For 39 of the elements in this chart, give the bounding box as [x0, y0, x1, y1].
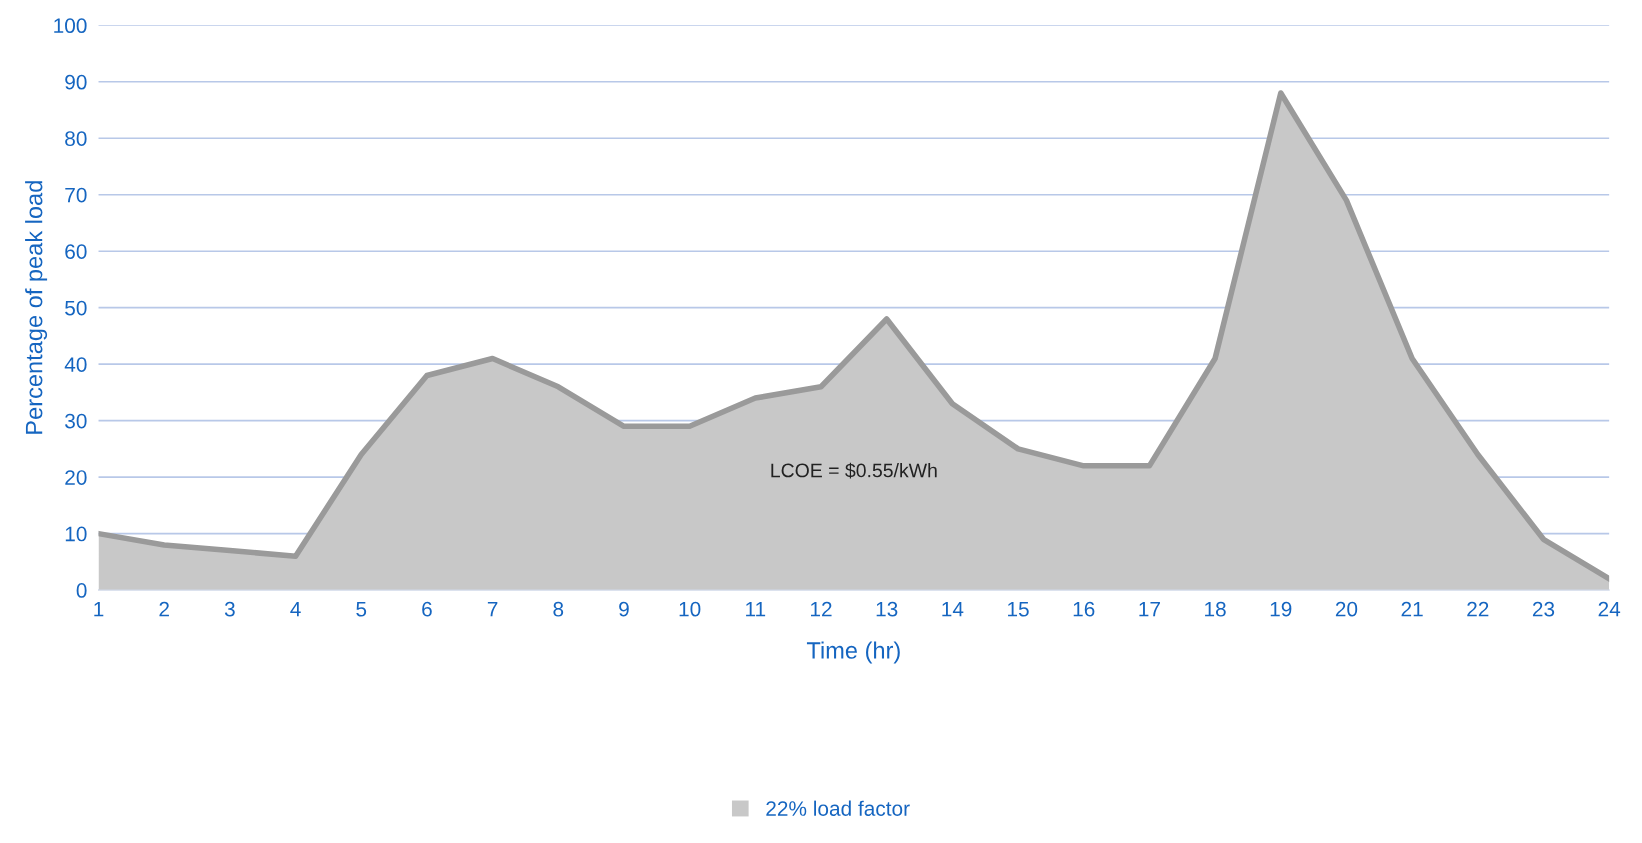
x-tick-label: 4	[290, 601, 301, 617]
y-tick-label: 100	[54, 18, 87, 34]
x-tick-label: 16	[1073, 601, 1095, 617]
y-tick-label: 80	[65, 131, 87, 147]
y-tick-label: 10	[65, 526, 87, 542]
y-tick-label: 70	[65, 187, 87, 203]
x-tick-label: 24	[1598, 601, 1621, 617]
x-tick-label: 13	[876, 601, 898, 617]
y-tick-label: 90	[65, 74, 87, 90]
y-tick-label: 60	[65, 244, 87, 259]
x-tick-label: 21	[1401, 601, 1423, 617]
x-tick-label: 12	[811, 601, 832, 617]
y-tick-label: 40	[64, 357, 87, 372]
x-tick-label: 20	[1335, 601, 1358, 617]
x-tick-label: 17	[1139, 601, 1160, 617]
x-tick-label: 22	[1467, 601, 1489, 617]
x-tick-label: 19	[1270, 601, 1292, 617]
x-tick-label: 2	[159, 601, 169, 617]
x-tick-label: 15	[1008, 601, 1029, 617]
legend-label: 22% load factor	[766, 800, 910, 816]
x-tick-label: 6	[422, 601, 432, 617]
x-tick-label: 23	[1532, 601, 1555, 617]
x-tick-label: 7	[487, 601, 498, 617]
x-tick-label: 18	[1205, 601, 1226, 617]
x-axis-title: Time (hr)	[806, 641, 900, 664]
x-tick-label: 14	[942, 601, 964, 617]
y-tick-label: 30	[65, 413, 87, 429]
y-axis-title: Percentage of peak load	[25, 181, 48, 434]
x-tick-label: 3	[224, 601, 235, 617]
y-tick-label: 50	[65, 300, 87, 316]
x-tick-label: 1	[94, 601, 104, 617]
x-tick-label: 9	[619, 601, 629, 617]
x-tick-label: 11	[746, 601, 766, 617]
x-tick-label: 10	[679, 601, 701, 617]
x-tick-label: 8	[553, 601, 564, 617]
y-tick-label: 0	[76, 583, 87, 598]
annotation: LCOE = $0.55/kWh	[771, 462, 937, 479]
y-tick-label: 20	[65, 470, 87, 485]
x-tick-label: 5	[356, 601, 367, 617]
